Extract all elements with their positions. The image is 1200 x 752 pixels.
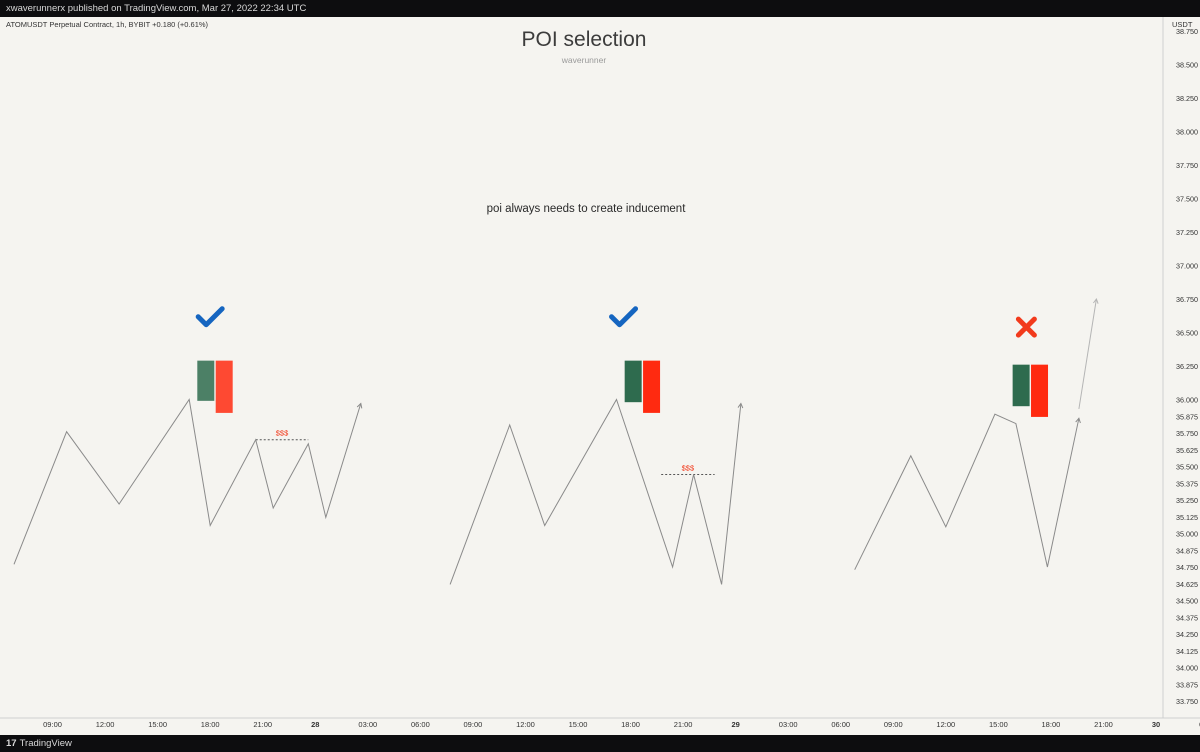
x-tick-label: 28 (311, 720, 319, 729)
chart-frame[interactable]: ATOMUSDT Perpetual Contract, 1h, BYBIT +… (0, 17, 1200, 735)
y-tick-label: 38.250 (1176, 94, 1198, 103)
check-icon (195, 306, 225, 328)
price-path (449, 398, 742, 585)
bearish-candle (1031, 364, 1049, 417)
y-tick-label: 36.750 (1176, 295, 1198, 304)
x-tick-label: 15:00 (569, 720, 588, 729)
y-tick-label: 35.375 (1176, 479, 1198, 488)
y-tick-label: 38.750 (1176, 27, 1198, 36)
y-tick-label: 34.375 (1176, 613, 1198, 622)
x-tick-label: 15:00 (989, 720, 1008, 729)
x-tick-label: 21:00 (253, 720, 272, 729)
price-path (1078, 298, 1097, 409)
x-tick-label: 12:00 (516, 720, 535, 729)
y-tick-label: 34.625 (1176, 580, 1198, 589)
x-tick-label: 03:00 (358, 720, 377, 729)
y-tick-label: 35.750 (1176, 429, 1198, 438)
y-tick-label: 35.000 (1176, 530, 1198, 539)
y-tick-label: 35.500 (1176, 463, 1198, 472)
bearish-candle (215, 360, 233, 413)
bullish-candle (197, 360, 215, 401)
tradingview-logo[interactable]: 17 TradingView (6, 735, 72, 752)
x-tick-label: 18:00 (201, 720, 220, 729)
arrow-head (1093, 297, 1099, 304)
tradingview-footer: 17 TradingView (0, 735, 1200, 752)
y-tick-label: 35.625 (1176, 446, 1198, 455)
x-tick-label: 06:00 (831, 720, 850, 729)
x-tick-label: 12:00 (936, 720, 955, 729)
arrow-head (737, 402, 744, 409)
y-tick-label: 35.125 (1176, 513, 1198, 522)
x-tick-label: 30 (1152, 720, 1160, 729)
arrow-head (356, 402, 363, 409)
price-path (13, 398, 362, 565)
x-tick-label: 03:00 (779, 720, 798, 729)
y-tick-label: 37.000 (1176, 262, 1198, 271)
y-tick-label: 37.250 (1176, 228, 1198, 237)
y-axis-ticks: 38.750 38.500 38.250 38.000 37.750 37.500 37.2… (1176, 27, 1198, 706)
y-tick-label: 33.750 (1176, 697, 1198, 706)
tradingview-logo-text: TradingView (19, 738, 72, 749)
y-tick-label: 36.250 (1176, 362, 1198, 371)
x-tick-label: 21:00 (1094, 720, 1113, 729)
y-tick-label: 34.500 (1176, 597, 1198, 606)
y-tick-label: 37.500 (1176, 195, 1198, 204)
liquidity-label: $$$ (276, 429, 289, 438)
x-tick-label: 06:00 (411, 720, 430, 729)
liquidity-levels: $$$ $$$ (255, 429, 715, 476)
arrow-head (1075, 417, 1081, 424)
liquidity-label: $$$ (682, 464, 695, 473)
bullish-candle (1012, 364, 1030, 407)
x-tick-label: 18:00 (621, 720, 640, 729)
bullish-candle (624, 360, 642, 403)
published-text: xwaverunnerx published on TradingView.co… (6, 3, 307, 14)
y-tick-label: 34.875 (1176, 546, 1198, 555)
x-tick-label: 18:00 (1042, 720, 1061, 729)
cross-icon (1015, 316, 1037, 338)
x-tick-label: 09:00 (884, 720, 903, 729)
y-tick-label: 38.000 (1176, 128, 1198, 137)
y-tick-label: 35.875 (1176, 412, 1198, 421)
x-tick-label: 09:00 (464, 720, 483, 729)
poi-chart[interactable]: ATOMUSDT Perpetual Contract, 1h, BYBIT +… (0, 17, 1200, 735)
chart-title: POI selection (522, 28, 647, 51)
poi-zones (197, 360, 1049, 417)
x-tick-label: 15:00 (148, 720, 167, 729)
y-tick-label: 34.125 (1176, 647, 1198, 656)
y-tick-label: 33.875 (1176, 680, 1198, 689)
y-tick-label: 36.500 (1176, 329, 1198, 338)
check-icon (609, 306, 639, 328)
y-tick-label: 34.250 (1176, 630, 1198, 639)
x-tick-label: 12:00 (96, 720, 115, 729)
x-axis-ticks: 09:00 12:00 15:00 18:00 21:00 28 03:00 06:00 09:… (43, 720, 1200, 729)
y-tick-label: 37.750 (1176, 161, 1198, 170)
price-scale-panel[interactable] (1163, 17, 1200, 718)
currency-label: USDT (1172, 20, 1193, 29)
bearish-candle (643, 360, 661, 413)
x-tick-label: 29 (731, 720, 739, 729)
price-path (854, 413, 1080, 570)
chart-subtitle: waverunner (561, 55, 607, 65)
price-paths (13, 297, 1099, 585)
symbol-info[interactable]: ATOMUSDT Perpetual Contract, 1h, BYBIT +… (6, 20, 209, 29)
published-header: xwaverunnerx published on TradingView.co… (0, 0, 1200, 17)
y-tick-label: 38.500 (1176, 61, 1198, 70)
annotation-text: poi always needs to create inducement (487, 203, 687, 215)
tradingview-logo-mark: 17 (6, 738, 17, 749)
validity-marks (195, 306, 1037, 338)
x-tick-label: 21:00 (674, 720, 693, 729)
x-tick-label: 09:00 (43, 720, 62, 729)
y-tick-label: 34.000 (1176, 664, 1198, 673)
y-tick-label: 34.750 (1176, 563, 1198, 572)
y-tick-label: 35.250 (1176, 496, 1198, 505)
y-tick-label: 36.000 (1176, 396, 1198, 405)
